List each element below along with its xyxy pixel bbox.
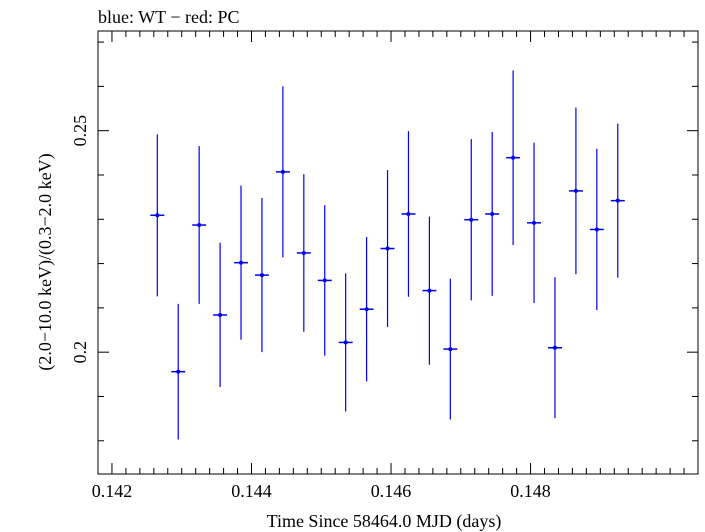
x-tick-label: 0.142 (92, 481, 133, 501)
data-point (511, 155, 516, 160)
data-point (197, 223, 202, 228)
plot-frame (97, 30, 699, 475)
x-tick-label: 0.144 (231, 481, 272, 501)
data-point (427, 288, 432, 293)
x-tick-label: 0.148 (510, 481, 551, 501)
data-point (322, 278, 327, 283)
data-point (218, 312, 223, 317)
data-point (155, 213, 160, 218)
y-axis-label: (2.0−10.0 keV)/(0.3−2.0 keV) (35, 153, 56, 370)
data-group (150, 70, 625, 440)
data-point (364, 307, 369, 312)
data-point (239, 260, 244, 265)
axes-group: 0.142 0.144 0.146 0.148 0.2 0.25 (70, 31, 699, 501)
x-axis-label: Time Since 58464.0 MJD (days) (267, 511, 502, 532)
data-point (594, 227, 599, 232)
data-point (406, 211, 411, 216)
data-point (176, 369, 181, 374)
data-point (259, 273, 264, 278)
data-point (490, 211, 495, 216)
data-point (448, 347, 453, 352)
data-point (469, 217, 474, 222)
data-point (343, 340, 348, 345)
y-tick-label: 0.25 (70, 115, 90, 147)
data-point (301, 250, 306, 255)
y-tick-label: 0.2 (70, 341, 90, 364)
data-point (385, 246, 390, 251)
data-point (615, 198, 620, 203)
chart-title: blue: WT − red: PC (98, 7, 239, 27)
data-point (573, 188, 578, 193)
data-point (552, 345, 557, 350)
data-point (280, 169, 285, 174)
x-tick-label: 0.146 (371, 481, 412, 501)
data-point (532, 220, 537, 225)
